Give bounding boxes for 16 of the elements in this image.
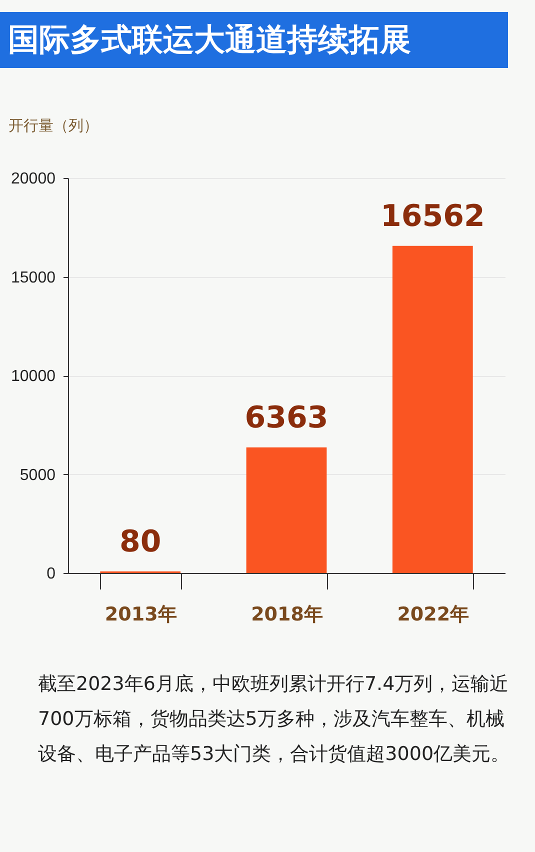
y-axis-title: 开行量（列） — [8, 116, 98, 134]
bar — [246, 447, 327, 573]
bar — [392, 246, 473, 573]
y-tick-label: 15000 — [11, 269, 56, 286]
x-tick-label: 2018年 — [251, 604, 323, 626]
y-tick-label: 5000 — [20, 466, 56, 484]
x-tick-label: 2022年 — [397, 604, 470, 626]
chart-title: 国际多式联运大通道持续拓展 — [0, 12, 508, 68]
data-label: 80 — [119, 524, 162, 560]
data-label: 6363 — [244, 400, 328, 436]
y-tick-label: 10000 — [11, 368, 56, 385]
text: 截至2023年6月底，中欧班列累计开行7.4万列，运输近700万标箱，货物品类达5万多种，涉及汽车整车、机械设备、电子产品等53大门类，合计货值超3000亿美元。 — [38, 672, 511, 767]
data-label: 16562 — [380, 198, 485, 234]
y-tick-label: 20000 — [11, 170, 56, 188]
x-tick-label: 2013年 — [104, 604, 177, 626]
y-tick-label: 0 — [46, 566, 56, 582]
